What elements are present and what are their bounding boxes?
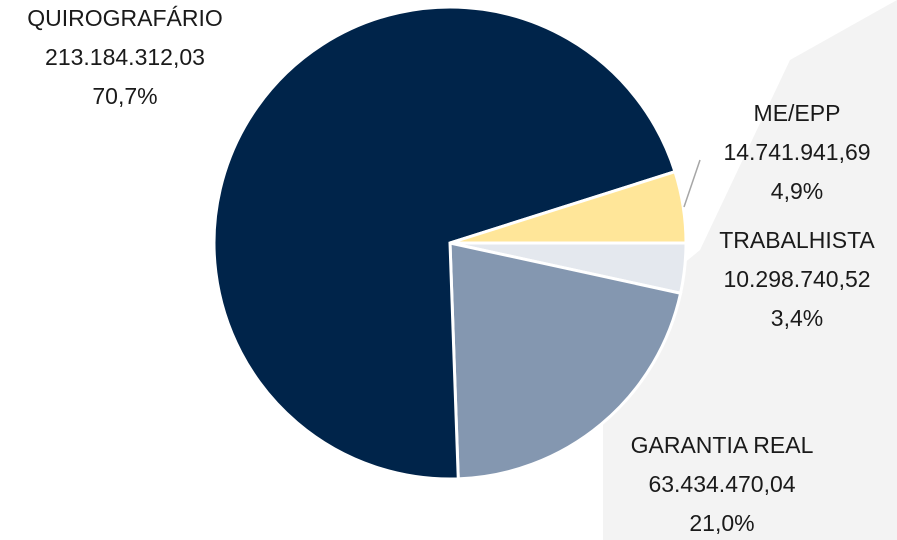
value-label: 213.184.312,03 (45, 44, 205, 70)
labels: TRABALHISTA 10.298.740,52 3,4% GARANTIA REA… (27, 5, 875, 536)
category-label: QUIROGRAFÁRIO (27, 5, 223, 31)
pie-slice (212, 5, 677, 481)
pie-slice (449, 169, 688, 245)
category-label: TRABALHISTA (719, 227, 875, 253)
pie-slice (448, 241, 683, 481)
leader-line (683, 159, 701, 208)
percentage-label: 3,4% (771, 305, 823, 331)
background-shape (603, 0, 897, 540)
value-label: 63.434.470,04 (648, 471, 795, 497)
category-label: GARANTIA REAL (631, 432, 814, 458)
percentage-label: 70,7% (92, 83, 157, 109)
percentage-label: 21,0% (689, 510, 754, 536)
value-label: 14.741.941,69 (723, 139, 870, 165)
percentage-label: 4,9% (771, 178, 823, 204)
value-label: 10.298.740,52 (723, 266, 870, 292)
pie (212, 5, 688, 481)
category-label: ME/EPP (754, 100, 841, 126)
